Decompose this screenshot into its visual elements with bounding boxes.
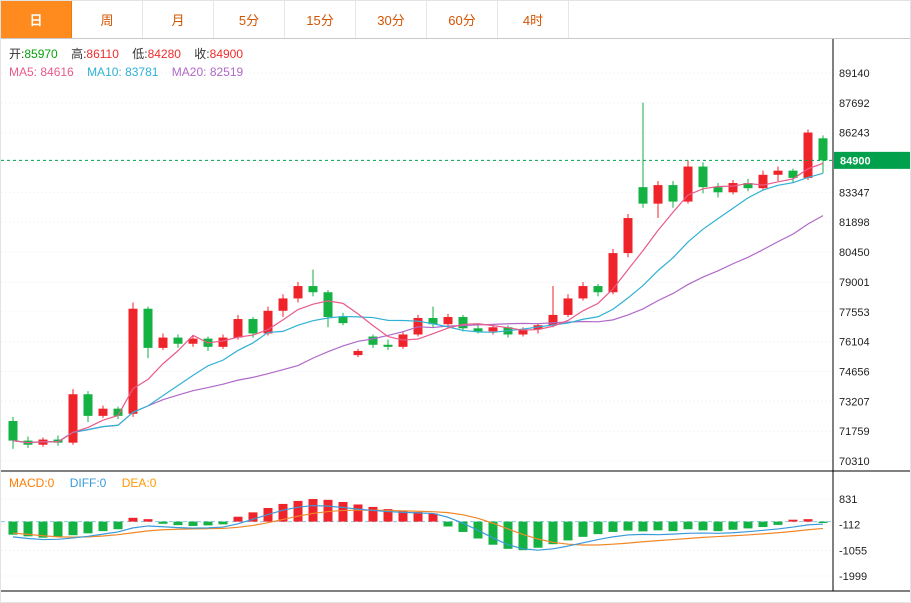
svg-text:83347: 83347	[839, 187, 870, 199]
candlestick-chart[interactable]: 89140 87692 86243 84900 83347 81898 80450 79001…	[1, 39, 911, 603]
ohlc-header: 开:85970 高:86110 低:84280 收:84900	[9, 47, 243, 61]
svg-text:86243: 86243	[839, 128, 870, 140]
low-value: 84280	[147, 47, 181, 61]
high-label: 高:	[71, 47, 87, 61]
ma10-legend: MA10: 83781	[87, 65, 159, 79]
tab-5min[interactable]: 5分	[214, 1, 285, 38]
dea-legend: DEA:0	[121, 476, 157, 490]
svg-text:77553: 77553	[839, 307, 870, 319]
timeframe-tabbar: 日 周 月 5分 15分 30分 60分 4时	[1, 1, 910, 39]
svg-text:-1055: -1055	[839, 545, 867, 557]
ma5-legend: MA5: 84616	[9, 65, 74, 79]
svg-text:80450: 80450	[839, 247, 870, 259]
svg-text:73207: 73207	[839, 396, 870, 408]
svg-text:71759: 71759	[839, 426, 870, 438]
close-value: 84900	[209, 47, 244, 61]
svg-text:831: 831	[839, 494, 857, 506]
ma-header: MA5: 84616 MA10: 83781 MA20: 82519	[9, 65, 243, 79]
tab-60min[interactable]: 60分	[427, 1, 498, 38]
tab-month[interactable]: 月	[143, 1, 214, 38]
close-label: 收:	[194, 47, 210, 61]
macd-header: MACD:0 DIFF:0 DEA:0	[9, 476, 156, 490]
diff-legend: DIFF:0	[69, 476, 107, 490]
tab-week[interactable]: 周	[72, 1, 143, 38]
low-label: 低:	[132, 47, 148, 61]
svg-text:-1999: -1999	[839, 571, 867, 583]
open-value: 85970	[24, 47, 58, 61]
tab-day[interactable]: 日	[1, 1, 72, 38]
open-label: 开:	[9, 47, 25, 61]
svg-text:84900: 84900	[840, 155, 871, 167]
svg-text:74656: 74656	[839, 366, 870, 378]
tab-30min[interactable]: 30分	[356, 1, 427, 38]
tab-15min[interactable]: 15分	[285, 1, 356, 38]
svg-text:76104: 76104	[839, 337, 870, 349]
ma20-legend: MA20: 82519	[171, 65, 244, 79]
tab-4hour[interactable]: 4时	[498, 1, 569, 38]
svg-text:-112: -112	[839, 520, 860, 532]
svg-text:87692: 87692	[839, 98, 870, 110]
svg-text:79001: 79001	[839, 277, 870, 289]
high-value: 86110	[86, 47, 119, 61]
svg-text:70310: 70310	[839, 456, 870, 468]
svg-text:89140: 89140	[839, 68, 870, 80]
current-price-tag: 84900	[834, 151, 910, 169]
svg-text:81898: 81898	[839, 217, 870, 229]
macd-legend: MACD:0	[9, 476, 55, 490]
